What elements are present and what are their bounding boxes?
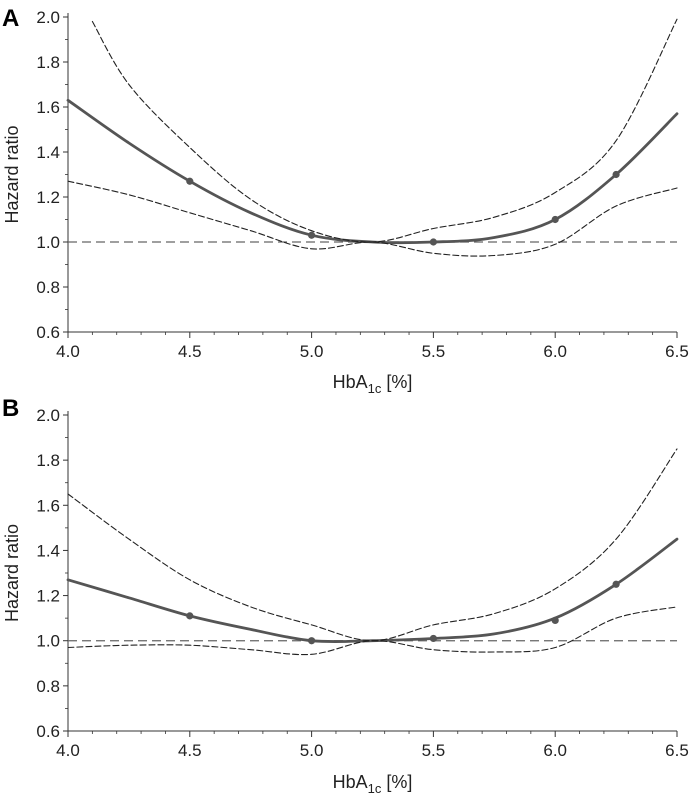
series-lower-ci — [67, 180, 678, 257]
y-tick-label: 1.0 — [36, 233, 60, 252]
x-axis-title-subscript: 1c — [368, 381, 382, 396]
y-tick-label: 1.8 — [36, 451, 60, 470]
y-tick-label: 1.8 — [36, 53, 60, 72]
y-tick-label: 0.8 — [36, 278, 60, 297]
y-axis-title: Hazard ratio — [2, 524, 22, 622]
x-tick-label: 6.0 — [543, 342, 567, 361]
data-point-marker — [551, 215, 559, 224]
y-tick-label: 1.4 — [36, 541, 60, 560]
x-tick-label: 6.5 — [665, 741, 689, 760]
data-point-marker — [186, 612, 194, 620]
data-point-marker — [429, 238, 437, 246]
x-axis-title-unit: [%] — [381, 372, 412, 392]
x-tick-label: 5.0 — [300, 342, 324, 361]
y-tick-label: 2.0 — [36, 406, 60, 425]
x-tick-label: 6.0 — [543, 741, 567, 760]
x-tick-label: 4.0 — [56, 741, 80, 760]
x-tick-label: 4.5 — [178, 342, 202, 361]
x-axis-title-main: HbA — [333, 772, 368, 792]
x-tick-label: 4.0 — [56, 342, 80, 361]
y-tick-label: 1.6 — [36, 98, 60, 117]
y-tick-label: 1.2 — [36, 587, 60, 606]
series-upper-ci — [91, 18, 678, 243]
panel-b: B 0.6 0.8 1.0 1.2 1.4 1.6 1.8 2.0 4.0 4.5 5.0 5.5 6.0… — [2, 395, 689, 796]
y-tick-label: 2.0 — [36, 8, 60, 27]
data-point-marker — [612, 170, 620, 179]
x-axis-title-main: HbA — [333, 372, 368, 392]
data-point-marker — [308, 231, 316, 239]
panel-label: A — [2, 5, 19, 32]
x-tick-label: 5.0 — [300, 741, 324, 760]
y-tick-label: 1.2 — [36, 188, 60, 207]
x-axis-title-unit: [%] — [381, 772, 412, 792]
x-tick-label: 4.5 — [178, 741, 202, 760]
data-point-marker — [429, 634, 437, 643]
y-tick-label: 0.8 — [36, 677, 60, 696]
x-tick-label: 6.5 — [665, 342, 689, 361]
series-estimate — [66, 98, 679, 245]
panel-label: B — [2, 395, 19, 422]
data-point-marker — [551, 616, 559, 625]
y-tick-label: 0.6 — [36, 323, 60, 342]
x-axis-title: HbA1c [%] — [333, 772, 413, 796]
y-tick-label: 1.0 — [36, 632, 60, 651]
series-estimate — [66, 537, 679, 644]
x-axis-title: HbA1c [%] — [333, 372, 413, 396]
x-tick-label: 5.5 — [422, 741, 446, 760]
x-axis-title-subscript: 1c — [368, 781, 382, 796]
data-point-marker — [308, 637, 316, 645]
series-upper-ci — [67, 448, 678, 642]
panel-a: A 0.6 0.8 1.0 1.2 1.4 1.6 1.8 2.0 4.0 4.5 5.0 5.5 6.0… — [2, 5, 689, 396]
data-point-marker — [612, 580, 620, 588]
y-tick-label: 1.6 — [36, 496, 60, 515]
y-tick-label: 1.4 — [36, 143, 60, 162]
y-tick-label: 0.6 — [36, 722, 60, 741]
data-point-marker — [186, 177, 194, 185]
series-lower-ci — [67, 606, 678, 656]
x-tick-label: 5.5 — [422, 342, 446, 361]
y-axis-title: Hazard ratio — [2, 125, 22, 223]
